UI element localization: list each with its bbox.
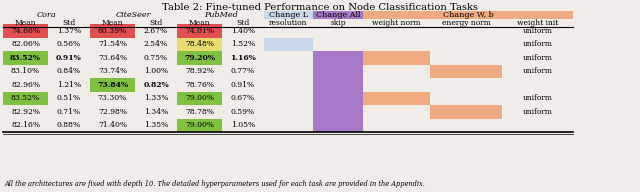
Text: 0.67%: 0.67% [231, 94, 255, 102]
Text: 0.51%: 0.51% [57, 94, 81, 102]
Text: 1.00%: 1.00% [144, 67, 168, 75]
Text: PubMed: PubMed [204, 11, 237, 19]
Text: energy norm: energy norm [442, 19, 490, 27]
Text: 82.16%: 82.16% [11, 121, 40, 129]
Text: 0.91%: 0.91% [231, 81, 255, 89]
Text: 1.21%: 1.21% [57, 81, 81, 89]
Bar [90, 78, 135, 92]
Text: 1.34%: 1.34% [144, 108, 168, 116]
Text: 0.91%: 0.91% [56, 54, 82, 62]
Text: 73.30%: 73.30% [98, 94, 127, 102]
Bar [177, 37, 222, 51]
Bar [177, 24, 222, 37]
Bar [430, 105, 502, 118]
Text: 74.66%: 74.66% [11, 27, 40, 35]
Text: 79.00%: 79.00% [185, 121, 214, 129]
Text: 0.84%: 0.84% [57, 67, 81, 75]
Text: 79.00%: 79.00% [185, 94, 214, 102]
Text: 0.75%: 0.75% [144, 54, 168, 62]
Text: weight norm: weight norm [372, 19, 421, 27]
Text: Std: Std [62, 19, 76, 27]
Text: 1.16%: 1.16% [230, 54, 256, 62]
Text: uniform: uniform [522, 27, 552, 35]
Text: 0.56%: 0.56% [57, 40, 81, 48]
Text: 60.39%: 60.39% [98, 27, 127, 35]
Text: 1.52%: 1.52% [231, 40, 255, 48]
Text: 82.96%: 82.96% [11, 81, 40, 89]
Text: Std: Std [236, 19, 250, 27]
Text: 71.54%: 71.54% [98, 40, 127, 48]
Bar [313, 11, 363, 19]
Text: uniform: uniform [522, 94, 552, 102]
Text: weight init: weight init [517, 19, 558, 27]
Text: Mean: Mean [189, 19, 211, 27]
Text: skip: skip [330, 19, 346, 27]
Text: uniform: uniform [522, 54, 552, 62]
Text: 0.71%: 0.71% [57, 108, 81, 116]
Text: uniform: uniform [522, 67, 552, 75]
Text: resolution: resolution [269, 19, 308, 27]
Text: 0.82%: 0.82% [143, 81, 169, 89]
Bar [3, 92, 48, 105]
Text: 2.54%: 2.54% [144, 40, 168, 48]
Text: Cora: Cora [36, 11, 56, 19]
Text: 73.64%: 73.64% [98, 54, 127, 62]
Text: Mean: Mean [102, 19, 124, 27]
Text: 79.20%: 79.20% [184, 54, 215, 62]
Bar [177, 118, 222, 132]
Text: Std: Std [149, 19, 163, 27]
Text: 2.67%: 2.67% [144, 27, 168, 35]
Bar [3, 24, 48, 37]
Text: Mean: Mean [15, 19, 36, 27]
Text: Change All: Change All [316, 11, 360, 19]
Text: 0.59%: 0.59% [231, 108, 255, 116]
Bar [177, 51, 222, 65]
Text: 78.92%: 78.92% [185, 67, 214, 75]
Text: 78.76%: 78.76% [185, 81, 214, 89]
Text: 71.40%: 71.40% [98, 121, 127, 129]
Bar [363, 92, 430, 105]
Text: 78.78%: 78.78% [185, 108, 214, 116]
Text: uniform: uniform [522, 108, 552, 116]
Text: 1.35%: 1.35% [144, 121, 168, 129]
Text: All the architectures are fixed with depth 10. The detailed hyperparameters used: All the architectures are fixed with dep… [4, 180, 425, 188]
Text: 83.10%: 83.10% [11, 67, 40, 75]
Text: 1.37%: 1.37% [57, 27, 81, 35]
Bar [177, 92, 222, 105]
Text: 74.01%: 74.01% [185, 27, 214, 35]
Text: 1.33%: 1.33% [144, 94, 168, 102]
Bar [363, 51, 430, 65]
Text: 82.06%: 82.06% [11, 40, 40, 48]
Text: 73.74%: 73.74% [98, 67, 127, 75]
Text: 1.40%: 1.40% [231, 27, 255, 35]
Text: 72.98%: 72.98% [98, 108, 127, 116]
Text: 78.48%: 78.48% [185, 40, 214, 48]
Bar [430, 65, 502, 78]
Text: 1.05%: 1.05% [231, 121, 255, 129]
Text: 82.92%: 82.92% [11, 108, 40, 116]
Text: 0.88%: 0.88% [57, 121, 81, 129]
Bar [313, 51, 363, 132]
Text: Change W, b: Change W, b [443, 11, 493, 19]
Bar [264, 37, 313, 51]
Bar [90, 24, 135, 37]
Text: Change L: Change L [269, 11, 308, 19]
Bar [3, 51, 48, 65]
Bar [264, 11, 313, 19]
Text: uniform: uniform [522, 40, 552, 48]
Text: CiteSeer: CiteSeer [116, 11, 151, 19]
Text: Table 2: Fine-tuned Performance on Node Classification Tasks: Table 2: Fine-tuned Performance on Node … [162, 3, 478, 12]
Text: 73.84%: 73.84% [97, 81, 128, 89]
Text: 0.77%: 0.77% [231, 67, 255, 75]
Bar [363, 11, 573, 19]
Text: 83.52%: 83.52% [11, 94, 40, 102]
Text: 83.52%: 83.52% [10, 54, 41, 62]
